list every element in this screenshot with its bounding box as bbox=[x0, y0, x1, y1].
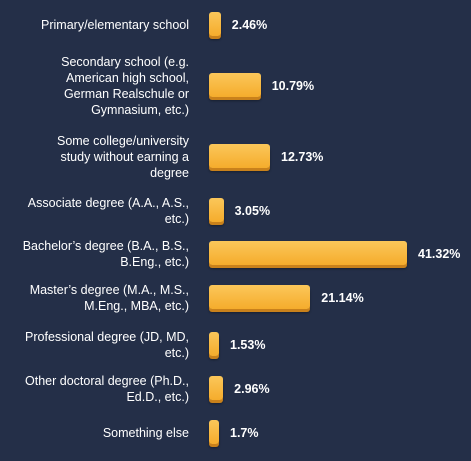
category-label-line: study without earning a bbox=[60, 150, 189, 164]
value-label: 12.73% bbox=[281, 150, 324, 164]
value-label: 2.46% bbox=[231, 18, 268, 32]
category-label-line: Primary/elementary school bbox=[41, 18, 189, 32]
value-label: 10.79% bbox=[271, 79, 315, 93]
category-label: Some college/university study without ear… bbox=[0, 133, 189, 181]
category-label-line: Master’s degree (M.A., M.S., bbox=[29, 283, 189, 297]
category-label: Something else bbox=[0, 425, 189, 441]
bar bbox=[209, 12, 221, 36]
value-label: 41.32% bbox=[418, 247, 461, 261]
bar bbox=[209, 144, 270, 168]
category-label-line: B.Eng., etc.) bbox=[120, 255, 189, 269]
category-label-line: Ed.D., etc.) bbox=[126, 390, 189, 404]
category-label: Secondary school (e.g. American high scho… bbox=[0, 54, 189, 118]
bar bbox=[209, 332, 219, 356]
bar bbox=[209, 198, 224, 222]
category-label-line: Professional degree (JD, MD, bbox=[25, 330, 189, 344]
category-label-line: etc.) bbox=[164, 346, 189, 360]
bar bbox=[209, 73, 261, 97]
category-label-line: German Realschule or bbox=[63, 87, 189, 101]
category-label-line: Associate degree (A.A., A.S., bbox=[27, 196, 189, 210]
bar bbox=[209, 376, 224, 400]
category-label-line: Other doctoral degree (Ph.D., bbox=[25, 374, 189, 388]
category-label: Bachelor’s degree (B.A., B.S., B.Eng., et… bbox=[0, 238, 189, 270]
bar bbox=[209, 241, 407, 265]
category-label-line: M.Eng., MBA, etc.) bbox=[84, 299, 189, 313]
category-label: Professional degree (JD, MD, etc.) bbox=[0, 329, 189, 361]
category-label: Other doctoral degree (Ph.D., Ed.D., etc.… bbox=[0, 373, 189, 405]
category-label-line: Secondary school (e.g. bbox=[61, 55, 189, 69]
value-label: 21.14% bbox=[321, 291, 364, 305]
value-label: 1.53% bbox=[230, 338, 266, 352]
category-label-line: Bachelor’s degree (B.A., B.S., bbox=[22, 239, 189, 253]
category-label-line: Gymnasium, etc.) bbox=[91, 103, 189, 117]
category-label-line: Some college/university bbox=[56, 134, 189, 148]
bar bbox=[209, 285, 311, 309]
category-label-line: Something else bbox=[102, 426, 189, 440]
category-label: Associate degree (A.A., A.S., etc.) bbox=[0, 195, 189, 227]
category-label-line: American high school, bbox=[66, 71, 189, 85]
category-label-line: etc.) bbox=[164, 212, 189, 226]
value-label: 3.05% bbox=[234, 204, 271, 218]
category-label: Primary/elementary school bbox=[0, 17, 189, 33]
value-label: 2.96% bbox=[234, 382, 270, 396]
bar bbox=[209, 420, 219, 444]
value-label: 1.7% bbox=[230, 426, 259, 440]
category-label: Master’s degree (M.A., M.S., M.Eng., MBA,… bbox=[0, 282, 189, 314]
category-label-line: degree bbox=[150, 166, 189, 180]
